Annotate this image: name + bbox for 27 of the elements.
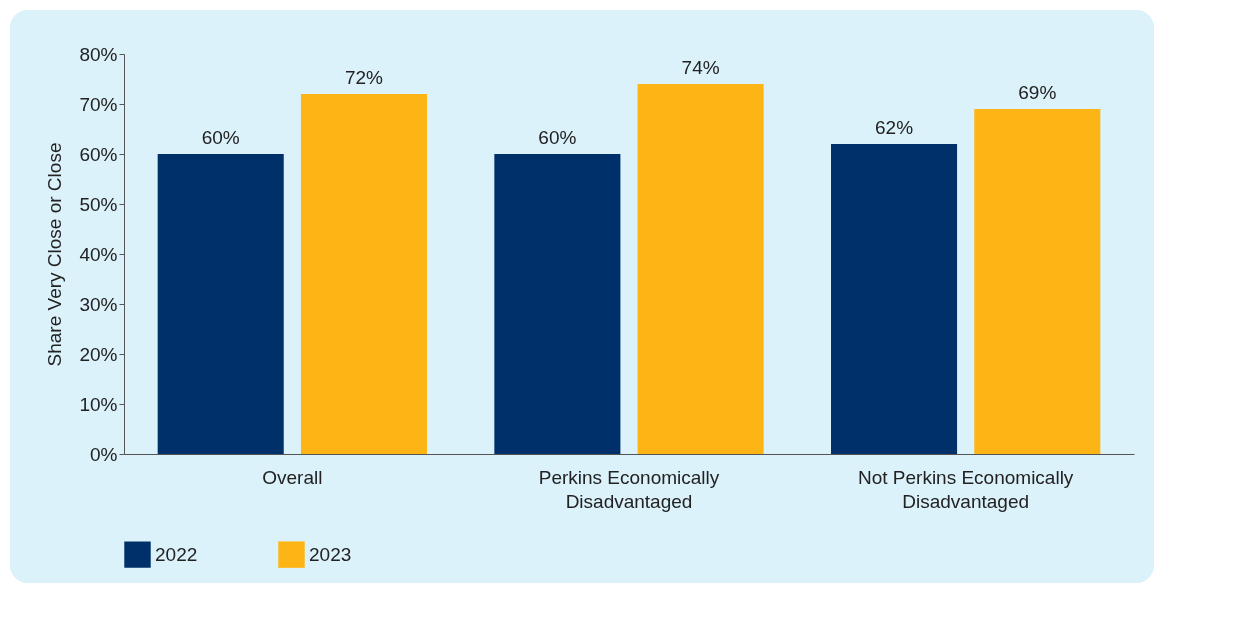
- y-tick-label: 40%: [79, 243, 118, 265]
- data-label: 69%: [1018, 82, 1057, 103]
- legend-label: 2023: [309, 543, 352, 565]
- y-tick-label: 70%: [79, 93, 118, 115]
- bar: [637, 84, 764, 454]
- bar: [831, 144, 958, 454]
- y-tick-label: 30%: [79, 293, 118, 315]
- y-tick-label: 10%: [79, 393, 118, 415]
- data-label: 62%: [875, 117, 914, 138]
- legend-label: 2022: [155, 543, 198, 565]
- y-tick-label: 0%: [90, 443, 118, 465]
- bar: [974, 109, 1101, 454]
- y-tick-label: 60%: [79, 143, 118, 165]
- bar: [494, 154, 621, 454]
- bar: [157, 154, 284, 454]
- y-tick-label: 50%: [79, 193, 118, 215]
- y-tick-label: 20%: [79, 343, 118, 365]
- data-label: 60%: [538, 127, 577, 148]
- data-label: 72%: [344, 67, 384, 88]
- y-tick-label: 80%: [79, 43, 118, 65]
- data-label: 74%: [681, 57, 720, 78]
- x-tick-label: Not Perkins Economically Disadvantaged: [857, 466, 1074, 512]
- y-axis-title: Share Very Close or Close: [44, 142, 66, 367]
- x-tick-label: Overall: [262, 466, 323, 488]
- x-tick-label: Perkins Economically Disadvantaged: [538, 466, 720, 512]
- bar: [300, 94, 427, 454]
- data-label: 60%: [201, 127, 240, 148]
